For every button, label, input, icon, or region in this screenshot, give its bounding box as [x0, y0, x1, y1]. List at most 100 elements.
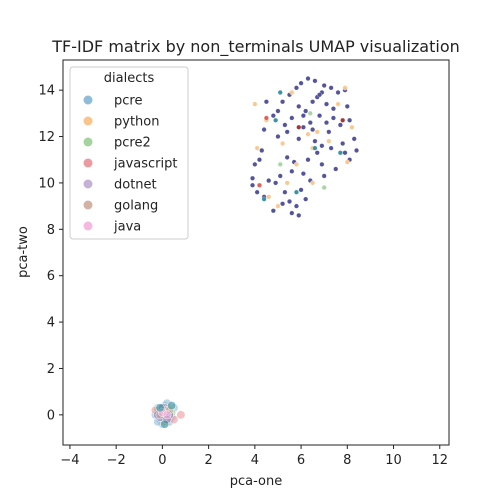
y-tick-label: 14 — [38, 84, 55, 99]
y-tick-label: 4 — [47, 316, 55, 331]
data-point — [337, 150, 343, 156]
data-point — [344, 159, 350, 165]
data-point — [324, 120, 329, 126]
legend-marker — [83, 221, 93, 231]
x-tick-label: 0 — [158, 453, 166, 468]
data-point — [176, 410, 186, 420]
data-point — [257, 182, 262, 188]
data-point — [319, 161, 325, 167]
data-point — [328, 85, 334, 91]
data-point — [300, 171, 306, 177]
data-point — [312, 138, 318, 144]
data-point — [310, 127, 316, 133]
data-point — [294, 161, 299, 167]
data-point — [321, 173, 327, 179]
y-tick-label: 0 — [47, 408, 55, 423]
data-point — [303, 108, 309, 114]
data-point — [296, 212, 302, 218]
data-point — [312, 78, 318, 84]
y-tick-label: 10 — [38, 176, 55, 191]
data-point — [270, 208, 276, 214]
data-point — [160, 419, 170, 429]
data-point — [280, 141, 286, 146]
data-point — [347, 117, 353, 123]
data-point — [277, 90, 283, 95]
data-point — [261, 196, 267, 202]
data-point — [344, 103, 350, 109]
data-point — [340, 141, 346, 146]
x-tick-label: 12 — [431, 453, 448, 468]
data-point — [280, 99, 286, 105]
data-point — [335, 101, 341, 107]
plot-frame — [62, 59, 450, 446]
data-point — [261, 127, 267, 133]
data-point — [277, 161, 283, 167]
data-point — [314, 129, 320, 135]
legend-marker — [83, 200, 93, 210]
data-point — [354, 147, 359, 153]
legend-marker — [83, 158, 93, 168]
data-point — [263, 115, 269, 121]
data-point — [342, 150, 348, 156]
legend-label: javascript — [113, 157, 177, 172]
data-point — [275, 203, 281, 209]
data-point — [263, 99, 269, 105]
data-point — [167, 401, 177, 411]
x-axis-ticks: −4 −2 0 2 4 6 8 10 12 — [60, 445, 448, 468]
data-point — [300, 124, 306, 130]
data-point — [333, 166, 339, 172]
y-axis-ticks: 0 2 4 6 8 10 12 14 — [38, 84, 63, 423]
x-tick-label: 10 — [385, 453, 402, 468]
data-point — [254, 145, 260, 151]
data-point — [296, 124, 302, 130]
x-tick-label: 2 — [204, 453, 212, 468]
data-point — [319, 143, 325, 149]
legend-label: java — [113, 220, 141, 235]
data-point — [289, 90, 295, 95]
data-point — [326, 138, 332, 144]
y-tick-label: 6 — [47, 269, 55, 284]
data-point — [273, 180, 279, 186]
legend-entries: pcre python pcre2 javascript dotnet golang jav… — [83, 94, 177, 235]
data-point — [284, 154, 290, 160]
data-point — [296, 103, 302, 109]
x-tick-label: 8 — [343, 453, 351, 468]
data-point — [257, 157, 262, 163]
data-point — [303, 196, 309, 202]
data-point — [280, 201, 286, 207]
data-point — [317, 113, 323, 119]
data-point — [298, 80, 304, 86]
legend-title: dialects — [104, 71, 155, 86]
legend-marker — [83, 116, 93, 126]
data-point — [294, 203, 299, 209]
data-point — [349, 124, 355, 130]
data-point — [294, 189, 299, 195]
data-point — [340, 117, 346, 123]
data-point — [282, 189, 288, 195]
data-point — [326, 129, 332, 135]
data-point — [342, 85, 348, 91]
chart-title: TF-IDF matrix by non_terminals UMAP visu… — [51, 37, 460, 57]
legend-label: python — [114, 115, 159, 130]
data-point — [328, 145, 334, 151]
data-point — [287, 199, 292, 204]
data-point — [330, 106, 336, 112]
data-point — [300, 113, 306, 119]
data-point — [155, 403, 165, 413]
legend: dialects pcre python pcre2 javascript dotnet… — [69, 66, 189, 240]
data-point — [305, 157, 311, 163]
data-point — [273, 117, 279, 123]
data-point — [307, 110, 313, 116]
data-point — [289, 115, 295, 121]
data-point — [305, 131, 311, 137]
legend-label: pcre — [114, 94, 142, 109]
legend-marker — [83, 95, 93, 105]
data-point — [252, 161, 258, 167]
data-point — [282, 122, 288, 128]
data-point — [321, 185, 327, 191]
data-point — [284, 129, 290, 135]
data-point — [314, 150, 320, 156]
data-point — [266, 194, 272, 200]
data-point — [252, 101, 258, 107]
data-point — [270, 113, 276, 119]
